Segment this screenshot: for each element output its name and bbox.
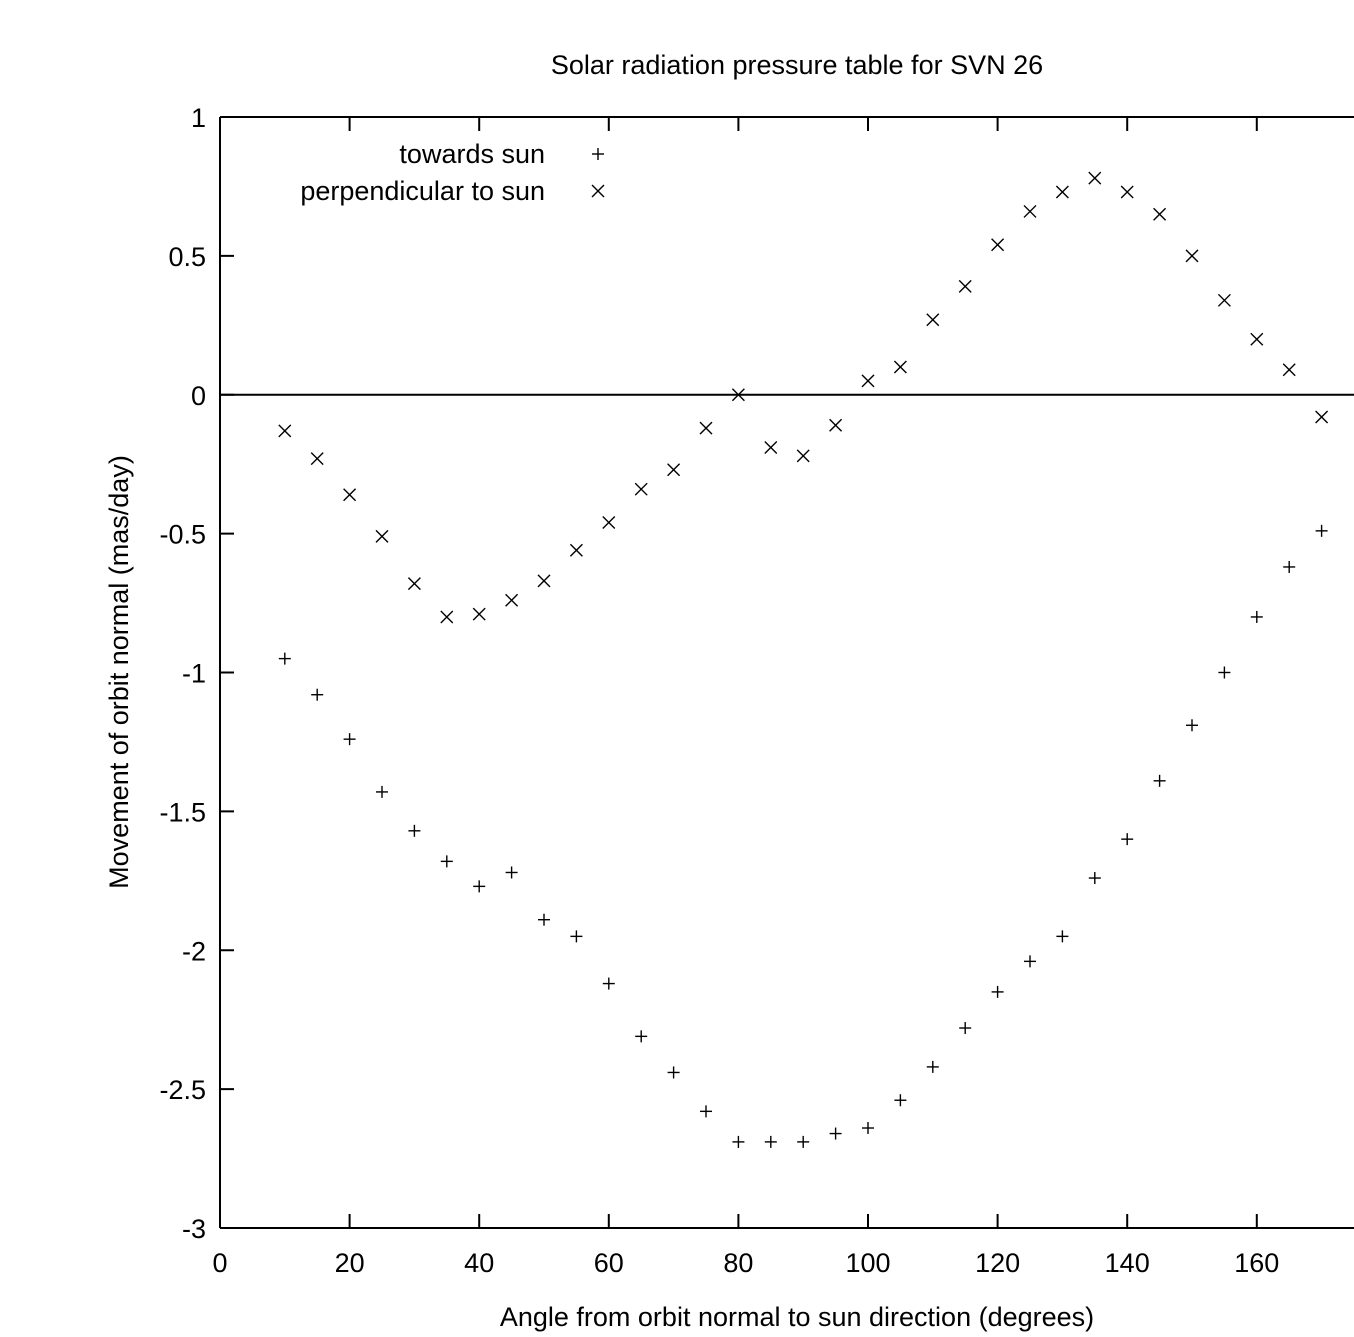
y-axis-label: Movement of orbit normal (mas/day): [104, 455, 134, 889]
data-point-perpendicular-to-sun: [796, 449, 810, 463]
data-point-perpendicular-to-sun: [764, 441, 778, 455]
data-point-towards-sun: [473, 880, 486, 893]
data-point-towards-sun: [408, 824, 421, 837]
plot-frame: [219, 116, 1354, 1229]
data-point-perpendicular-to-sun: [634, 482, 648, 496]
data-point-perpendicular-to-sun: [310, 452, 324, 466]
data-point-towards-sun: [440, 855, 453, 868]
data-point-perpendicular-to-sun: [537, 574, 551, 588]
x-tick-label: 80: [723, 1248, 753, 1278]
data-point-perpendicular-to-sun: [1023, 204, 1037, 218]
data-point-towards-sun: [1024, 955, 1036, 968]
data-point-perpendicular-to-sun: [829, 418, 843, 432]
data-point-towards-sun: [991, 985, 1004, 998]
x-tick-label: 100: [845, 1248, 890, 1278]
data-point-perpendicular-to-sun: [731, 388, 745, 402]
x-tick-label: 0: [212, 1248, 227, 1278]
legend-plus-symbol: [592, 148, 604, 160]
data-point-perpendicular-to-sun: [926, 313, 940, 327]
data-point-perpendicular-to-sun: [343, 488, 357, 502]
data-point-towards-sun: [1315, 524, 1328, 537]
data-point-towards-sun: [505, 866, 518, 879]
data-point-towards-sun: [700, 1105, 712, 1118]
data-point-towards-sun: [1250, 610, 1263, 623]
data-point-perpendicular-to-sun: [893, 360, 907, 374]
legend-marker-cross: [591, 184, 605, 198]
data-point-perpendicular-to-sun: [1217, 293, 1231, 307]
data-point-perpendicular-to-sun: [505, 593, 519, 607]
legend-cross-symbol: [591, 184, 605, 198]
data-point-towards-sun: [829, 1127, 842, 1140]
data-point-perpendicular-to-sun: [375, 529, 389, 543]
data-point-towards-sun: [1283, 560, 1296, 573]
y-tick-label: -2.5: [159, 1075, 206, 1105]
data-point-towards-sun: [1153, 774, 1166, 787]
data-point-towards-sun: [602, 977, 615, 990]
data-point-towards-sun: [1121, 833, 1134, 846]
chart-title: Solar radiation pressure table for SVN 2…: [551, 50, 1043, 80]
data-point-perpendicular-to-sun: [569, 543, 583, 557]
data-point-perpendicular-to-sun: [1120, 185, 1134, 199]
y-tick-label: 0.5: [168, 242, 206, 272]
data-point-towards-sun: [311, 688, 324, 701]
y-tick-label: -0.5: [159, 520, 206, 550]
data-points: [278, 171, 1329, 1148]
data-point-towards-sun: [1056, 930, 1069, 943]
y-tick-label: -1.5: [159, 797, 206, 827]
data-point-towards-sun: [343, 733, 356, 746]
y-tick-label: -3: [182, 1214, 206, 1244]
data-point-perpendicular-to-sun: [1315, 410, 1329, 424]
x-tick-label: 60: [594, 1248, 624, 1278]
data-point-perpendicular-to-sun: [1153, 207, 1167, 221]
data-point-perpendicular-to-sun: [667, 463, 681, 477]
data-point-perpendicular-to-sun: [472, 607, 486, 621]
data-point-towards-sun: [862, 1122, 874, 1135]
data-point-perpendicular-to-sun: [699, 421, 713, 435]
data-point-towards-sun: [764, 1135, 777, 1148]
y-tick-label: -1: [182, 659, 206, 689]
x-tick-label: 120: [975, 1248, 1020, 1278]
data-point-perpendicular-to-sun: [1088, 171, 1102, 185]
data-point-towards-sun: [1218, 666, 1231, 679]
data-point-towards-sun: [667, 1066, 680, 1079]
data-point-towards-sun: [797, 1135, 810, 1148]
data-point-perpendicular-to-sun: [278, 424, 292, 438]
data-point-perpendicular-to-sun: [991, 238, 1005, 252]
data-point-towards-sun: [570, 930, 583, 943]
data-point-towards-sun: [959, 1022, 972, 1035]
data-point-perpendicular-to-sun: [1185, 249, 1199, 263]
x-ticks: 0 20 40 60 80 100 120 140 160: [212, 117, 1279, 1278]
data-point-towards-sun: [926, 1060, 939, 1073]
y-tick-label: -2: [182, 936, 206, 966]
data-point-perpendicular-to-sun: [1282, 363, 1296, 377]
legend-label-perpendicular-to-sun: perpendicular to sun: [300, 176, 545, 206]
data-point-perpendicular-to-sun: [958, 279, 972, 293]
data-point-perpendicular-to-sun: [440, 610, 454, 624]
data-point-towards-sun: [894, 1094, 907, 1107]
data-point-perpendicular-to-sun: [1055, 185, 1069, 199]
legend-marker-plus: [592, 148, 604, 160]
y-tick-label: 0: [191, 381, 206, 411]
data-point-towards-sun: [635, 1030, 648, 1043]
data-point-perpendicular-to-sun: [861, 374, 875, 388]
y-tick-label: 1: [191, 103, 206, 133]
x-tick-label: 160: [1234, 1248, 1279, 1278]
data-point-towards-sun: [278, 652, 291, 665]
data-point-towards-sun: [376, 785, 388, 798]
data-point-perpendicular-to-sun: [602, 516, 616, 530]
data-point-towards-sun: [732, 1135, 745, 1148]
y-ticks: -3 -2.5 -2 -1.5 -1 -0.5 0 0.5 1: [159, 103, 234, 1244]
data-point-towards-sun: [1088, 872, 1101, 885]
x-tick-label: 40: [464, 1248, 494, 1278]
data-point-towards-sun: [538, 913, 550, 926]
x-tick-label: 20: [335, 1248, 365, 1278]
data-point-towards-sun: [1186, 719, 1198, 732]
legend-label-towards-sun: towards sun: [399, 139, 545, 169]
x-tick-label: 140: [1105, 1248, 1150, 1278]
data-point-perpendicular-to-sun: [407, 577, 421, 591]
data-point-perpendicular-to-sun: [1250, 332, 1264, 346]
legend: towards sun perpendicular to sun: [300, 139, 605, 206]
x-axis-label: Angle from orbit normal to sun direction…: [500, 1302, 1094, 1332]
